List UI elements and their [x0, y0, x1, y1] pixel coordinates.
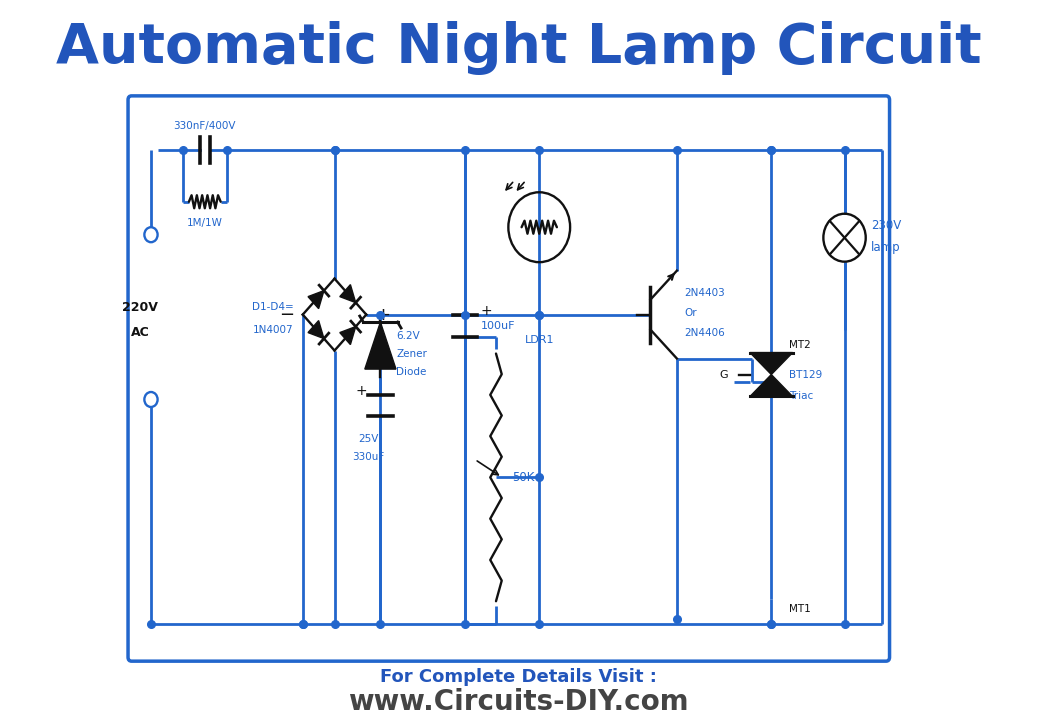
- Text: Or: Or: [684, 307, 697, 318]
- Polygon shape: [340, 327, 356, 345]
- Polygon shape: [308, 320, 324, 338]
- Text: Diode: Diode: [396, 366, 426, 377]
- Text: 230V: 230V: [871, 219, 901, 233]
- Text: 6.2V: 6.2V: [396, 330, 420, 341]
- Text: For Complete Details Visit :: For Complete Details Visit :: [381, 668, 656, 686]
- Text: Triac: Triac: [789, 392, 813, 402]
- Text: lamp: lamp: [871, 241, 901, 254]
- Text: 1M/1W: 1M/1W: [187, 217, 223, 228]
- Text: MT2: MT2: [789, 340, 811, 350]
- Text: +: +: [356, 384, 367, 397]
- Text: Automatic Night Lamp Circuit: Automatic Night Lamp Circuit: [56, 21, 981, 75]
- Polygon shape: [340, 284, 356, 302]
- Text: 100uF: 100uF: [481, 320, 515, 330]
- Text: Zener: Zener: [396, 348, 427, 359]
- Text: 1N4007: 1N4007: [253, 325, 293, 335]
- Text: AC: AC: [131, 325, 149, 338]
- Text: 330uF: 330uF: [352, 452, 384, 462]
- Text: 330nF/400V: 330nF/400V: [173, 121, 236, 131]
- Text: BT129: BT129: [789, 369, 822, 379]
- FancyBboxPatch shape: [128, 96, 890, 661]
- Text: LDR1: LDR1: [525, 335, 554, 345]
- Text: 2N4406: 2N4406: [684, 328, 725, 338]
- Text: 220V: 220V: [122, 301, 159, 314]
- Polygon shape: [365, 322, 396, 369]
- Text: 25V: 25V: [358, 434, 379, 444]
- Text: 2N4403: 2N4403: [684, 287, 725, 297]
- Text: −: −: [279, 305, 293, 323]
- Text: +: +: [375, 305, 390, 323]
- Text: www.Circuits-DIY.com: www.Circuits-DIY.com: [348, 688, 689, 716]
- Text: 50K: 50K: [512, 471, 534, 484]
- Text: +: +: [481, 304, 493, 318]
- Polygon shape: [750, 374, 792, 397]
- Text: G: G: [720, 369, 728, 379]
- Text: MT1: MT1: [789, 604, 811, 614]
- Text: D1-D4=: D1-D4=: [252, 302, 293, 312]
- Polygon shape: [750, 353, 792, 374]
- Polygon shape: [308, 291, 324, 309]
